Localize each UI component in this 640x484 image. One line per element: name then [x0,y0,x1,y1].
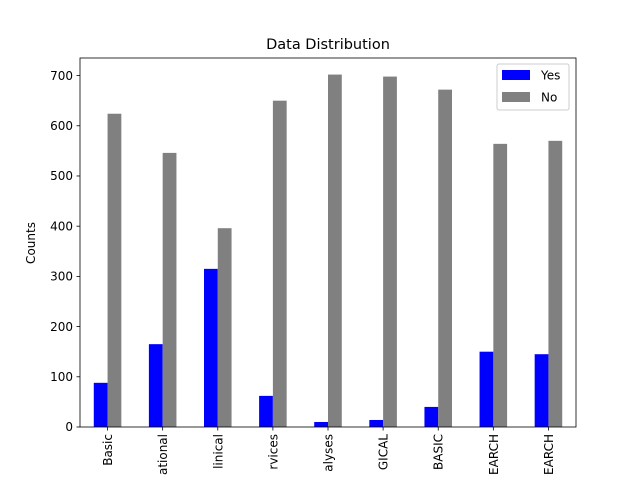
x-tick-label: BASIC [432,434,446,470]
bar-no-3 [217,228,232,427]
bar-no-6 [383,76,397,428]
x-tick-label: Basic [101,434,115,466]
bar-yes-3 [204,268,218,427]
bar-yes-9 [534,354,549,427]
bar-no-9 [548,140,563,427]
bar-yes-2 [148,344,163,427]
bar-no-2 [162,152,177,427]
legend-swatch-yes [502,70,530,80]
x-tick-label: EARCH [542,434,556,475]
x-tick-label: linical [211,434,225,469]
x-tick-label: alyses [322,434,336,472]
y-tick-label: 100 [50,370,73,384]
bar-yes-8 [479,351,494,427]
y-tick-label: 400 [50,219,73,233]
legend-swatch-no [502,92,530,102]
bar-no-8 [493,143,508,427]
x-tick-label: rvices [266,434,280,470]
y-tick-label: 300 [50,270,73,284]
plot-area: 0 100 200 300 400 500 600 700 Basic ational linica… [50,57,577,475]
y-tick-label: 200 [50,320,73,334]
y-tick-label: 0 [65,420,73,434]
bar-yes-4 [259,395,273,427]
x-tick-label: EARCH [487,434,501,475]
legend-label-yes: Yes [540,69,560,83]
bar-no-4 [272,100,287,428]
bar-yes-6 [369,419,384,427]
y-axis-label: Counts [24,222,38,264]
chart-title: Data Distribution [266,37,390,53]
bar-no-5 [328,74,342,427]
bar-no-1 [107,113,122,427]
y-tick-label: 600 [50,119,73,133]
bar-yes-5 [314,421,328,427]
y-tick-label: 500 [50,169,73,183]
bar-no-7 [438,89,452,427]
x-tick-label: ational [156,434,170,475]
legend-label-no: No [541,91,557,105]
bar-yes-7 [424,406,439,427]
bar-yes-1 [93,382,108,427]
y-tick-label: 700 [50,69,73,83]
x-tick-label: GICAL [377,434,391,470]
